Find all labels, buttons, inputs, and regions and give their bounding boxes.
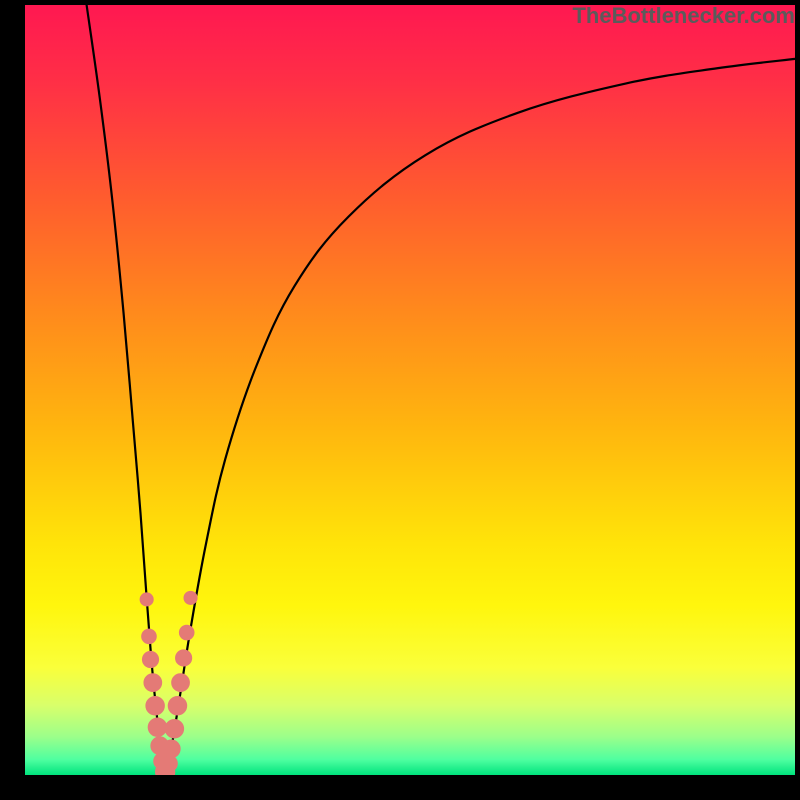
marker-dot (146, 696, 164, 714)
marker-dot (168, 696, 186, 714)
marker-dot (184, 591, 197, 604)
marker-dot (144, 674, 162, 692)
marker-dot (140, 593, 153, 606)
curve-right-branch (165, 59, 795, 775)
marker-dot (142, 629, 157, 644)
marker-dot (172, 674, 190, 692)
marker-dot (148, 718, 166, 736)
curves-layer (25, 5, 795, 775)
watermark-text: TheBottlenecker.com (572, 3, 795, 29)
chart-canvas: TheBottlenecker.com (0, 0, 800, 800)
plot-region (25, 5, 795, 775)
marker-dot (179, 625, 194, 640)
marker-dot (176, 650, 192, 666)
marker-dot (162, 740, 180, 758)
marker-dot (165, 720, 183, 738)
marker-dot (142, 651, 158, 667)
